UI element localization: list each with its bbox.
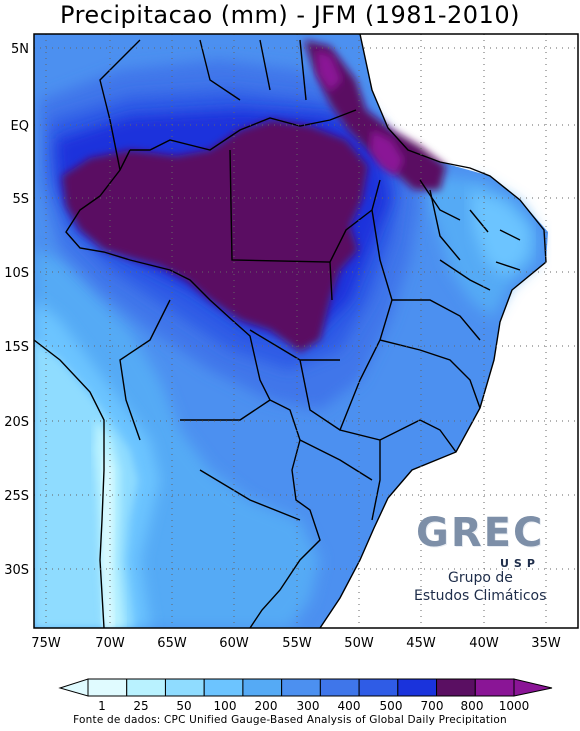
colorbar-label: 500: [380, 699, 403, 713]
logo-usp: USP: [500, 557, 540, 570]
lon-tick: 50W: [344, 636, 374, 651]
colorbar-label: 300: [297, 699, 320, 713]
colorbar-cell: [203, 678, 244, 697]
lon-tick: 35W: [531, 636, 561, 651]
colorbar-cell: [242, 678, 283, 697]
colorbar-cell: [436, 678, 476, 697]
logo-line1: Grupo de: [448, 570, 513, 586]
lat-tick: 15S: [4, 340, 29, 355]
logo-wordmark: GREC: [416, 510, 545, 556]
zone-25: [102, 450, 114, 628]
colorbar-label: 1000: [499, 699, 530, 713]
colorbar-label: 800: [461, 699, 484, 713]
lon-tick: 75W: [31, 636, 61, 651]
precip-field: [34, 34, 578, 628]
lat-tick: 30S: [4, 563, 29, 578]
lon-tick: 40W: [469, 636, 499, 651]
colorbar-cell: [281, 678, 321, 697]
boundaries: [34, 34, 547, 628]
lon-tick: 45W: [406, 636, 436, 651]
map-frame: [33, 33, 579, 629]
data-source: Fonte de dados: CPC Unified Gauge-Based …: [73, 714, 507, 726]
lon-tick: 55W: [282, 636, 312, 651]
colorbar-cell: [126, 678, 166, 697]
colorbar-cell: [474, 678, 515, 697]
lat-axis: 5N EQ 5S 10S 15S 20S 25S 30S: [4, 42, 29, 578]
lat-tick: 10S: [4, 266, 29, 281]
coastline: [34, 34, 547, 628]
lat-tick: 20S: [4, 415, 29, 430]
lat-tick: EQ: [11, 119, 29, 134]
colorbar-label: 25: [133, 699, 148, 713]
colorbar-label: 400: [338, 699, 361, 713]
lon-tick: 70W: [95, 636, 125, 651]
colorbar: 1 25 50 100 200 300 400 500 700 800 1000: [58, 678, 553, 713]
colorbar-label: 200: [255, 699, 278, 713]
zone-ne-200: [470, 190, 530, 276]
zone-1000-purple-patch: [370, 130, 404, 176]
colorbar-right-arrow: [513, 678, 553, 697]
colorbar-left-arrow: [58, 678, 89, 697]
zone-1000-purple-patch-2: [316, 50, 342, 92]
ne-states: [379, 189, 521, 453]
lon-axis: 75W 70W 65W 60W 55W 50W 45W 40W 35W: [31, 636, 561, 651]
map-title: Precipitacao (mm) - JFM (1981-2010): [60, 1, 520, 29]
lat-tick: 25S: [4, 489, 29, 504]
colorbar-cell: [358, 678, 399, 697]
colorbar-cell: [319, 678, 360, 697]
brazil-border: [65, 109, 357, 628]
lon-tick: 60W: [219, 636, 249, 651]
state-lines: [99, 39, 521, 521]
colorbar-label: 1: [98, 699, 106, 713]
logo-line2: Estudos Climáticos: [414, 588, 547, 604]
colorbar-label: 50: [176, 699, 191, 713]
colorbar-label: 100: [214, 699, 237, 713]
lon-tick: 65W: [157, 636, 187, 651]
colorbar-cell: [164, 678, 205, 697]
colorbar-cell: [87, 678, 128, 697]
lat-tick: 5S: [12, 192, 29, 207]
lat-tick: 5N: [11, 42, 29, 57]
graticule: [34, 34, 578, 628]
zone-1000-amazon: [62, 120, 368, 352]
colorbar-label: 700: [421, 699, 444, 713]
colorbar-cell: [397, 678, 438, 697]
grec-logo: GREC USP Grupo de Estudos Climáticos: [414, 510, 554, 610]
